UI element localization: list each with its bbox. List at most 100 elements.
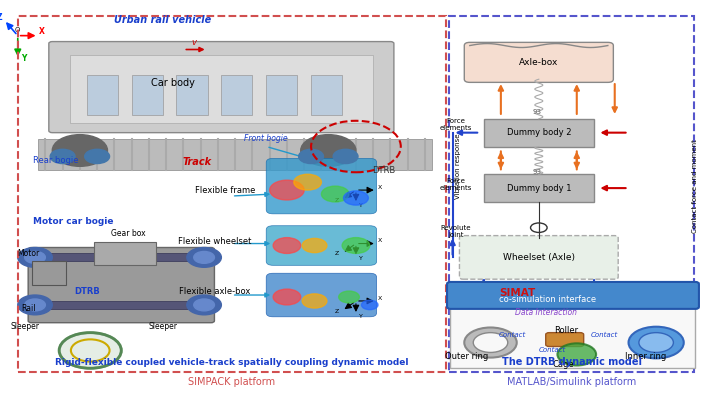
- Text: SIMPACK platform: SIMPACK platform: [188, 377, 275, 387]
- Text: Motor car bogie: Motor car bogie: [33, 217, 114, 226]
- Text: Z: Z: [335, 198, 339, 203]
- FancyBboxPatch shape: [545, 333, 584, 346]
- Circle shape: [557, 343, 596, 366]
- Circle shape: [639, 333, 674, 352]
- FancyBboxPatch shape: [32, 261, 66, 285]
- Circle shape: [18, 248, 53, 267]
- Text: Gear box: Gear box: [111, 229, 146, 238]
- Text: Outer ring: Outer ring: [444, 352, 488, 361]
- Circle shape: [273, 238, 301, 253]
- Text: X: X: [39, 27, 44, 36]
- Text: Car body: Car body: [151, 78, 195, 88]
- Text: Y: Y: [360, 256, 363, 261]
- FancyBboxPatch shape: [451, 307, 695, 368]
- FancyBboxPatch shape: [39, 139, 432, 170]
- Text: Sleeper: Sleeper: [11, 322, 39, 331]
- Text: 93: 93: [532, 109, 541, 116]
- Text: Vibration response: Vibration response: [455, 133, 461, 199]
- Text: Dummy body 2: Dummy body 2: [507, 128, 571, 137]
- Text: Force
elements: Force elements: [440, 118, 472, 131]
- FancyBboxPatch shape: [447, 282, 699, 309]
- Circle shape: [473, 333, 508, 352]
- Text: Urban rail vehicle: Urban rail vehicle: [114, 15, 211, 25]
- FancyBboxPatch shape: [484, 174, 594, 202]
- FancyBboxPatch shape: [49, 42, 394, 133]
- Text: Contact: Contact: [498, 331, 526, 338]
- FancyBboxPatch shape: [484, 119, 594, 147]
- Circle shape: [187, 295, 222, 315]
- FancyBboxPatch shape: [266, 75, 297, 115]
- FancyBboxPatch shape: [87, 75, 118, 115]
- Circle shape: [362, 300, 378, 310]
- Text: Y: Y: [360, 314, 363, 319]
- Circle shape: [301, 135, 356, 166]
- FancyBboxPatch shape: [28, 248, 215, 323]
- Text: X: X: [378, 185, 382, 190]
- FancyBboxPatch shape: [464, 42, 613, 82]
- Circle shape: [25, 251, 46, 263]
- Circle shape: [343, 191, 368, 205]
- Text: Contact: Contact: [591, 331, 618, 338]
- Text: Revolute
Joint: Revolute Joint: [441, 225, 471, 238]
- FancyBboxPatch shape: [266, 273, 376, 317]
- Text: Motor: Motor: [17, 249, 39, 258]
- Text: X: X: [378, 296, 382, 301]
- Circle shape: [25, 299, 46, 311]
- Circle shape: [273, 289, 301, 305]
- Circle shape: [193, 251, 215, 263]
- Circle shape: [53, 135, 107, 166]
- Circle shape: [18, 295, 53, 315]
- Text: Flexible axle-box: Flexible axle-box: [179, 287, 250, 295]
- FancyBboxPatch shape: [177, 75, 207, 115]
- Circle shape: [50, 149, 75, 164]
- Text: co-simulation interface: co-simulation interface: [499, 295, 596, 304]
- Text: Rail: Rail: [21, 305, 35, 313]
- Text: Z: Z: [0, 13, 3, 22]
- Text: Force
elements: Force elements: [440, 178, 472, 190]
- Circle shape: [302, 238, 327, 253]
- Text: 93: 93: [532, 109, 541, 116]
- FancyBboxPatch shape: [132, 75, 163, 115]
- FancyBboxPatch shape: [459, 236, 618, 279]
- Circle shape: [294, 174, 322, 190]
- Text: MATLAB/Simulink platform: MATLAB/Simulink platform: [507, 377, 637, 387]
- Text: Dummy body 1: Dummy body 1: [507, 184, 571, 192]
- Circle shape: [339, 291, 360, 303]
- Circle shape: [322, 186, 349, 202]
- Text: 93: 93: [532, 169, 541, 175]
- Circle shape: [187, 248, 222, 267]
- Text: O: O: [14, 27, 20, 33]
- Circle shape: [85, 149, 109, 164]
- Text: Inner ring: Inner ring: [625, 352, 667, 361]
- Text: Flexible wheelset: Flexible wheelset: [178, 237, 251, 246]
- FancyBboxPatch shape: [311, 75, 342, 115]
- FancyBboxPatch shape: [94, 242, 156, 265]
- Text: Roller: Roller: [554, 326, 578, 335]
- Text: Rear bogie: Rear bogie: [33, 156, 79, 165]
- Circle shape: [342, 238, 369, 253]
- Text: Wheelset (Axle): Wheelset (Axle): [503, 253, 575, 262]
- Circle shape: [299, 149, 323, 164]
- Circle shape: [193, 299, 215, 311]
- Text: X: X: [378, 238, 382, 244]
- Text: Z: Z: [335, 309, 339, 314]
- Circle shape: [629, 327, 683, 358]
- Text: Contact force and moment: Contact force and moment: [693, 139, 698, 233]
- Text: Cage: Cage: [552, 360, 574, 369]
- Text: The DTRB dynamic model: The DTRB dynamic model: [502, 357, 641, 367]
- Circle shape: [333, 149, 358, 164]
- Text: Flexible frame: Flexible frame: [195, 186, 255, 194]
- Text: Sleeper: Sleeper: [148, 322, 177, 331]
- Text: Axle-box: Axle-box: [519, 58, 559, 67]
- Text: Data Interaction: Data Interaction: [515, 308, 577, 317]
- Text: Rigid-flexible coupled vehicle-track spatially coupling dynamic model: Rigid-flexible coupled vehicle-track spa…: [55, 358, 409, 367]
- Text: v: v: [191, 38, 196, 47]
- FancyBboxPatch shape: [25, 301, 218, 309]
- Text: Z: Z: [335, 251, 339, 257]
- Circle shape: [59, 333, 121, 368]
- FancyBboxPatch shape: [222, 75, 252, 115]
- Text: Front bogie: Front bogie: [245, 134, 288, 143]
- FancyBboxPatch shape: [69, 55, 373, 123]
- Text: DTRB: DTRB: [372, 166, 395, 175]
- FancyBboxPatch shape: [266, 158, 376, 214]
